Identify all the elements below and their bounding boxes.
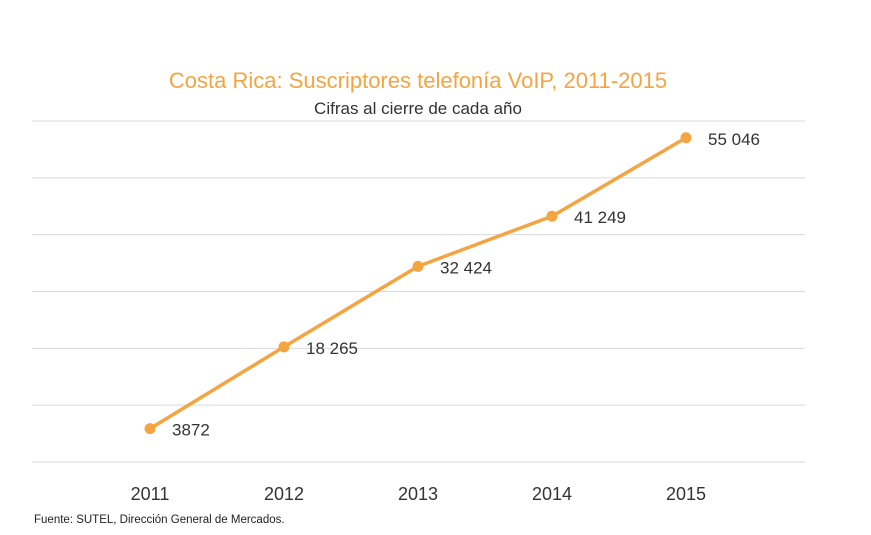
x-tick-label-2012: 2012 xyxy=(264,484,304,504)
chart-title: Costa Rica: Suscriptores telefonía VoIP,… xyxy=(169,68,667,93)
x-tick-label-2013: 2013 xyxy=(398,484,438,504)
data-label-2013: 32 424 xyxy=(440,258,492,277)
x-tick-label-2014: 2014 xyxy=(532,484,572,504)
data-labels: 3872 18 265 32 424 41 249 55 046 xyxy=(172,130,760,440)
series-line-layer xyxy=(148,136,688,431)
data-point-2014 xyxy=(546,210,558,222)
source-note: Fuente: SUTEL, Dirección General de Merc… xyxy=(34,514,285,526)
gridlines xyxy=(32,120,805,463)
data-point-2011 xyxy=(144,423,156,435)
chart-subtitle: Cifras al cierre de cada año xyxy=(314,99,522,118)
data-label-2015: 55 046 xyxy=(708,130,760,149)
x-tick-label-2011: 2011 xyxy=(131,484,170,504)
data-label-2011: 3872 xyxy=(172,421,210,440)
data-label-2012: 18 265 xyxy=(306,339,358,358)
x-tick-label-2015: 2015 xyxy=(666,484,706,504)
data-point-2012 xyxy=(278,341,290,353)
data-label-2014: 41 249 xyxy=(574,208,626,227)
series-line xyxy=(148,136,688,431)
data-point-2015 xyxy=(680,132,692,144)
data-point-2013 xyxy=(412,260,424,272)
x-axis-ticks: 2011 2012 2013 2014 2015 xyxy=(131,484,706,504)
data-points xyxy=(144,132,692,435)
